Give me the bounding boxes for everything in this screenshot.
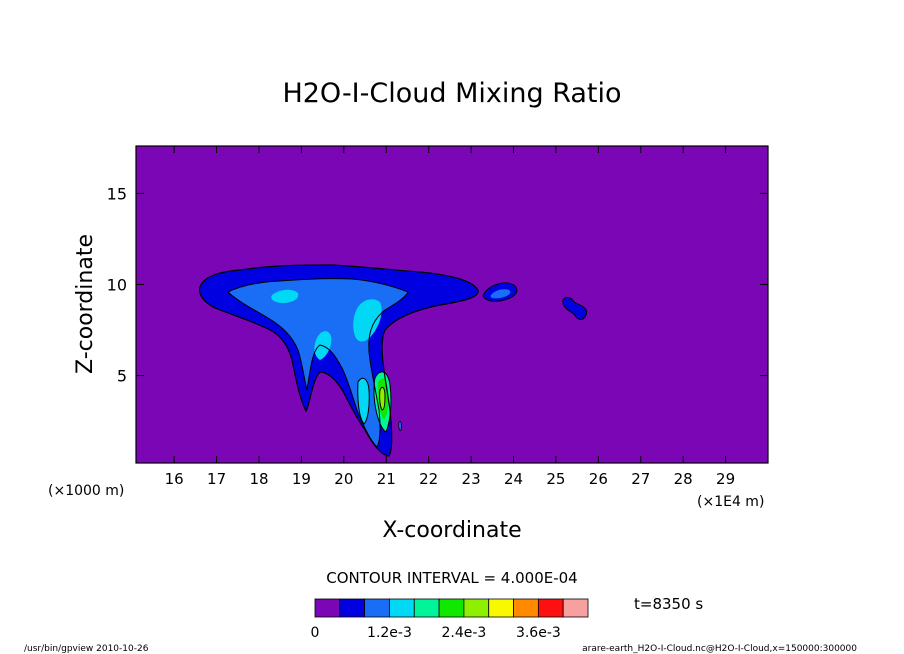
contour-outline-patches — [482, 282, 588, 320]
colorbar-swatch — [463, 598, 490, 618]
colorbar-tick-label: 3.6e-3 — [516, 625, 561, 641]
colorbar-swatch — [488, 598, 514, 618]
contour-small-speck — [398, 421, 402, 431]
colorbar-swatch — [413, 598, 440, 618]
colorbar-tick-label: 2.4e-3 — [441, 625, 486, 641]
x-tick-label: 21 — [377, 470, 396, 488]
x-tick-label: 29 — [716, 470, 735, 488]
colorbar-swatch — [339, 598, 366, 618]
x-tick-label: 16 — [165, 470, 184, 488]
x-axis-label: X-coordinate — [382, 518, 521, 543]
cloud-contours — [199, 264, 588, 457]
colorbar-swatch — [513, 598, 539, 618]
time-label: t=8350 s — [634, 595, 703, 613]
x-tick-label: 26 — [589, 470, 608, 488]
colorbar-swatch — [537, 598, 564, 618]
contour-level-3-right — [353, 299, 382, 342]
contour-level-6-stem — [379, 387, 385, 410]
contour-level-3-left — [271, 289, 299, 303]
contour-level-2-patch — [490, 289, 511, 299]
footer-left: /usr/bin/gpview 2010-10-26 — [24, 644, 149, 654]
y-tick-label: 10 — [107, 275, 127, 294]
y-axis: 5 10 15 — [107, 184, 768, 386]
colorbar-swatch — [562, 598, 589, 618]
y-axis-label: Z-coordinate — [73, 234, 98, 374]
x-tick-label: 25 — [546, 470, 565, 488]
colorbar-swatch — [438, 598, 465, 618]
chart-title: H2O-I-Cloud Mixing Ratio — [282, 78, 621, 109]
contour-outline — [199, 264, 479, 457]
plot-frame — [135, 145, 769, 464]
x-tick-label: 22 — [419, 470, 438, 488]
x-tick-label: 19 — [292, 470, 311, 488]
x-tick-label: 27 — [631, 470, 650, 488]
x-unit-left: (×1000 m) — [48, 483, 124, 499]
contour-interval: CONTOUR INTERVAL = 4.000E-04 — [326, 569, 577, 587]
x-tick-label: 17 — [207, 470, 226, 488]
x-axis: 16 17 18 19 20 21 22 23 24 25 26 27 28 29 — [165, 146, 735, 488]
contour-outline-stem — [357, 371, 392, 433]
contour-level-3-stem-a — [357, 378, 370, 424]
y-tick-label: 5 — [117, 367, 127, 386]
x-tick-label: 18 — [249, 470, 268, 488]
footer-right: arare-earth_H2O-I-Cloud.nc@H2O-I-Cloud,x… — [582, 644, 857, 654]
x-tick-label: 20 — [334, 470, 353, 488]
x-unit-right: (×1E4 m) — [697, 494, 764, 510]
x-tick-label: 28 — [674, 470, 693, 488]
colorbar — [314, 598, 589, 618]
x-tick-label: 24 — [504, 470, 523, 488]
colorbar-swatch — [364, 598, 390, 618]
colorbar-swatch — [314, 598, 341, 618]
colorbar-swatch — [389, 598, 415, 618]
y-tick-label: 15 — [107, 184, 127, 203]
contour-level-1-patch-b — [562, 297, 587, 320]
colorbar-labels: 0 1.2e-3 2.4e-3 3.6e-3 — [311, 625, 561, 641]
colorbar-tick-label: 1.2e-3 — [367, 625, 412, 641]
colorbar-tick-label: 0 — [311, 625, 320, 641]
contour-outline-inner — [227, 278, 409, 448]
x-tick-label: 23 — [462, 470, 481, 488]
